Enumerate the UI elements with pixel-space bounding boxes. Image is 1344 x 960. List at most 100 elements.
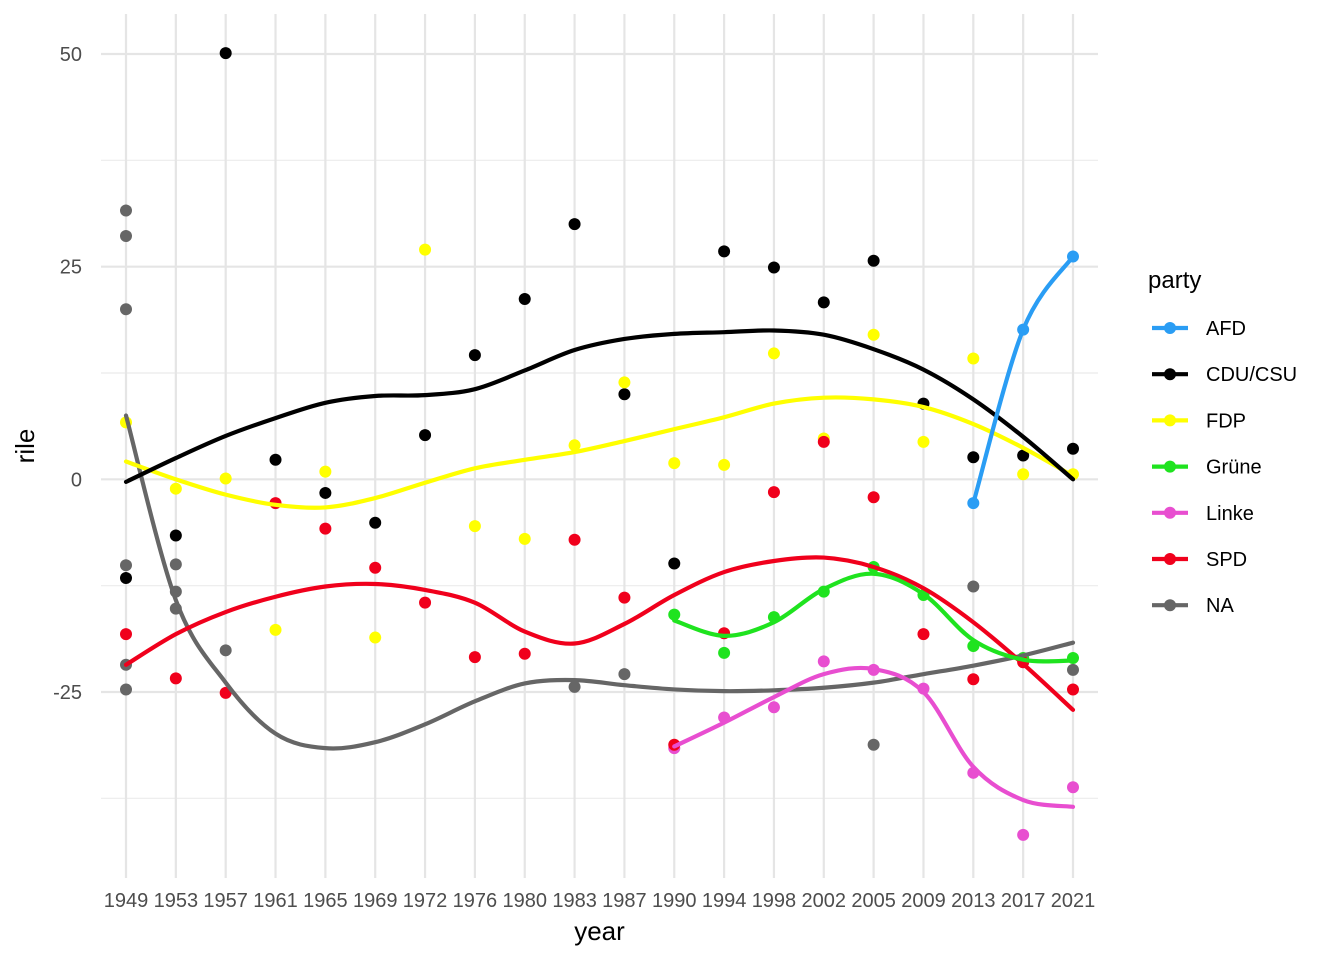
point-cdu-csu [419,429,432,442]
point-spd [817,435,830,448]
point-cdu-csu [618,388,631,401]
legend-key-point [1164,414,1176,427]
point-na [120,683,132,696]
point-fdp [319,465,332,478]
point-fdp [917,435,930,448]
point-na [618,668,631,681]
x-tick-label: 2021 [1051,890,1096,912]
legend-key-point [1164,599,1176,612]
x-tick-label: 2005 [851,890,896,912]
smooth-line-cdu-csu [123,328,1076,484]
point-cdu-csu [967,451,980,464]
point-spd [767,486,780,499]
x-tick-label: 1969 [353,890,398,912]
point-na [568,680,581,693]
point-cdu-csu [120,572,132,585]
legend-item-linke: Linke [1152,503,1254,525]
legend-label: SPD [1206,549,1247,571]
point-fdp [219,472,232,485]
smooth-lines [123,254,1076,809]
point-fdp [867,328,880,341]
point-cdu-csu [1017,449,1030,462]
legend-label: Grüne [1206,457,1262,479]
x-tick-label: 1987 [602,890,647,912]
x-tick-label: 1976 [453,890,498,912]
point-spd [518,647,531,660]
smooth-line-linke [672,665,1076,809]
point-fdp [618,376,631,389]
point-fdp [767,347,780,360]
point-cdu-csu [718,245,731,258]
point-na [967,580,980,593]
legend-label: CDU/CSU [1206,364,1297,386]
legend-label: NA [1206,595,1234,617]
legend-key-point [1164,553,1176,565]
legend-key-point [1164,506,1176,519]
legend-label: FDP [1206,410,1246,432]
point-na [120,204,132,217]
legend: party AFD CDU/CSU FDP Grüne Linke SPD NA [1148,267,1297,617]
point-na [120,230,132,243]
point-spd [419,596,432,609]
point-cdu-csu [219,47,232,60]
point-gr-ne [668,608,681,621]
legend-item-spd: SPD [1152,549,1247,571]
legend-item-afd: AFD [1152,318,1246,340]
smooth-line-spd [123,555,1076,712]
x-tick-label: 1990 [652,890,697,912]
point-linke [767,701,780,714]
point-spd [568,533,581,546]
point-na [169,558,182,571]
point-spd [867,491,880,504]
legend-key-point [1164,368,1176,381]
legend-item-cdu-csu: CDU/CSU [1152,364,1297,386]
point-spd [618,591,631,604]
x-tick-label: 1961 [253,890,298,912]
y-tick-label: -25 [53,682,82,704]
point-cdu-csu [319,486,332,499]
x-tick-label: 1953 [154,890,199,912]
point-cdu-csu [817,296,830,309]
point-fdp [369,631,382,644]
point-fdp [967,352,980,365]
x-tick-label: 1957 [203,890,248,912]
point-fdp [668,457,681,470]
point-spd [468,651,481,664]
point-spd [319,522,332,535]
point-spd [120,628,132,641]
point-spd [169,672,182,685]
legend-key-point [1164,460,1176,473]
x-axis-title: year [574,916,625,946]
x-tick-label: 2002 [802,890,847,912]
point-fdp [718,458,731,471]
point-na [120,303,132,316]
smooth-line-afd [971,254,1076,506]
point-cdu-csu [468,349,481,362]
point-na [867,738,880,751]
legend-item-na: NA [1152,595,1234,617]
y-axis-title: rile [10,429,40,464]
point-cdu-csu [767,261,780,274]
x-tick-label: 1972 [403,890,448,912]
point-fdp [269,623,282,636]
point-cdu-csu [518,292,531,305]
point-fdp [568,439,581,452]
point-linke [817,655,830,668]
point-linke [1067,781,1079,794]
point-cdu-csu [269,453,282,466]
point-spd [967,673,980,686]
legend-title: party [1148,267,1201,294]
legend-item-fdp: FDP [1152,410,1246,432]
legend-key-point [1164,322,1176,334]
point-fdp [518,532,531,545]
x-tick-label: 2013 [951,890,996,912]
x-tick-label: 1965 [303,890,348,912]
point-cdu-csu [867,254,880,267]
x-tick-label: 1949 [104,890,149,912]
point-spd [369,561,382,574]
y-tick-label: 25 [60,257,82,279]
point-linke [1017,828,1030,841]
x-tick-label: 1983 [552,890,597,912]
point-gr-ne [718,646,731,659]
